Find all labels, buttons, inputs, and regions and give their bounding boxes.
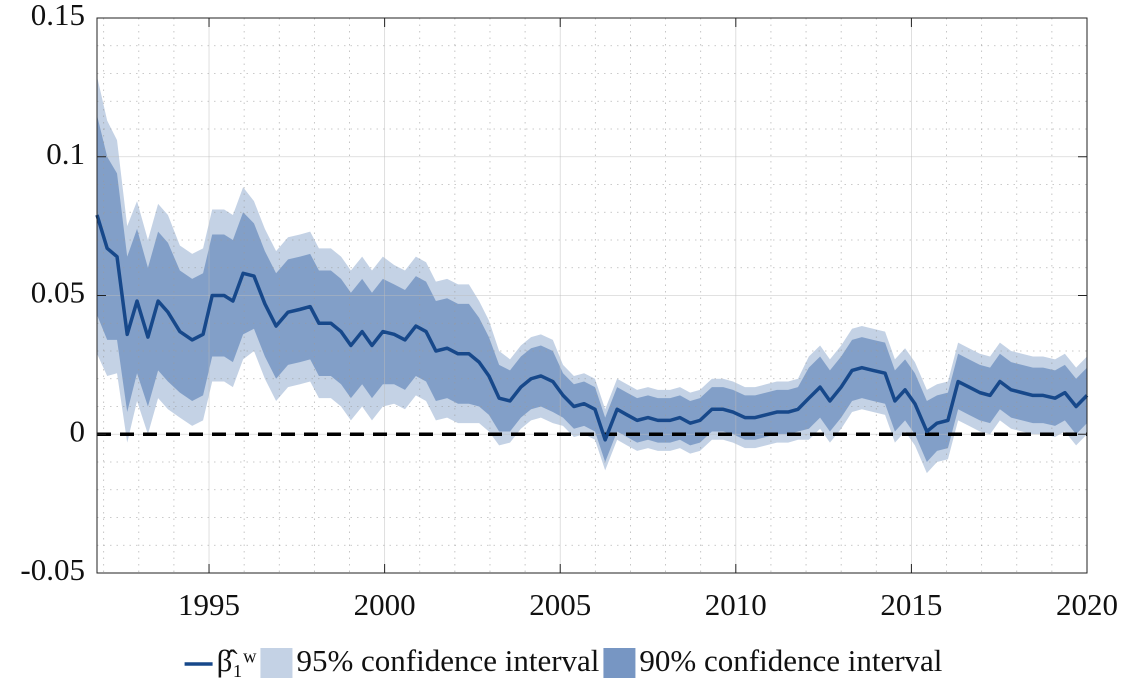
x-tick-label: 2010 (705, 587, 767, 622)
y-tick-label: -0.05 (20, 552, 85, 587)
y-tick-label: 0.1 (46, 136, 85, 171)
y-tick-label: 0.05 (31, 275, 85, 310)
x-tick-label: 1995 (178, 587, 240, 622)
legend-swatch (260, 648, 293, 678)
legend-swatch (603, 648, 636, 678)
x-tick-label: 2020 (1056, 587, 1118, 622)
legend-label: 90% confidence interval (639, 643, 942, 678)
confidence-band (97, 115, 1087, 462)
x-tick-label: 2000 (354, 587, 416, 622)
y-tick-label: 0.15 (31, 0, 85, 32)
legend: β̂₁ʷ 95% confidence interval 90% confidenc… (184, 643, 942, 678)
legend-label: 95% confidence interval (296, 643, 599, 678)
y-tick-label: 0 (70, 413, 86, 448)
series-line (95, 214, 1089, 442)
legend-label: β̂₁ʷ (217, 643, 258, 678)
x-tick-label: 2005 (529, 587, 591, 622)
x-tick-label: 2015 (880, 587, 942, 622)
